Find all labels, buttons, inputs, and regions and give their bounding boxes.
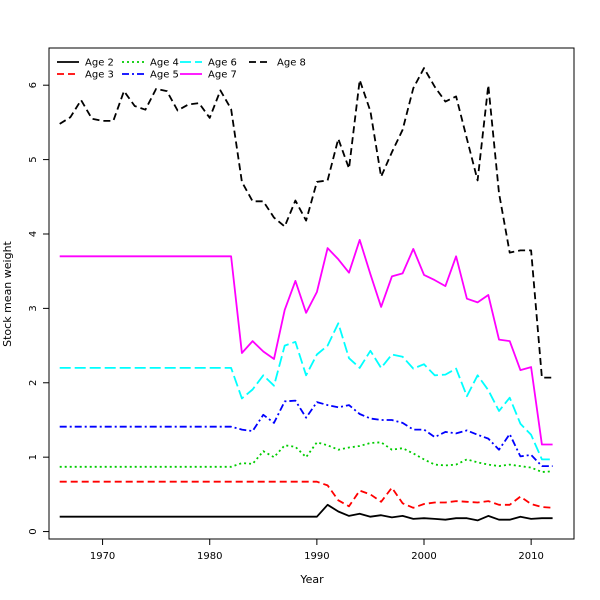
legend-label: Age 5 [150,70,179,81]
legend-label: Age 4 [150,58,179,69]
legend-label: Age 3 [85,70,114,81]
x-tick-label: 1990 [304,551,329,562]
y-tick-label: 5 [28,156,39,162]
legend-label: Age 6 [208,58,237,69]
y-tick-label: 4 [28,231,39,237]
series-line-age-7 [59,238,553,446]
series-line-age-2 [59,503,553,522]
y-tick-label: 2 [28,380,39,386]
x-tick-label: 2000 [411,551,436,562]
series-layer [59,67,553,522]
y-axis: 0 1 2 3 4 5 6 [28,82,49,535]
x-axis-title: Year [299,573,324,586]
x-tick-label: 1970 [90,551,115,562]
legend-label: Age 8 [277,58,306,69]
plot-frame [48,47,575,540]
y-tick-label: 6 [28,82,39,88]
x-axis: 1970 1980 1990 2000 2010 [90,539,544,562]
y-tick-label: 1 [28,454,39,460]
legend-label: Age 7 [208,70,237,81]
series-line-age-5 [59,399,553,468]
series-line-age-8 [59,67,553,379]
y-tick-label: 0 [28,528,39,534]
series-line-age-4 [59,441,553,473]
x-tick-label: 1980 [197,551,222,562]
legend-label: Age 2 [85,58,114,69]
y-tick-label: 3 [28,305,39,311]
series-line-age-6 [59,322,553,461]
y-axis-title: Stock mean weight [1,240,14,346]
x-tick-label: 2010 [518,551,543,562]
series-line-age-3 [59,480,553,509]
